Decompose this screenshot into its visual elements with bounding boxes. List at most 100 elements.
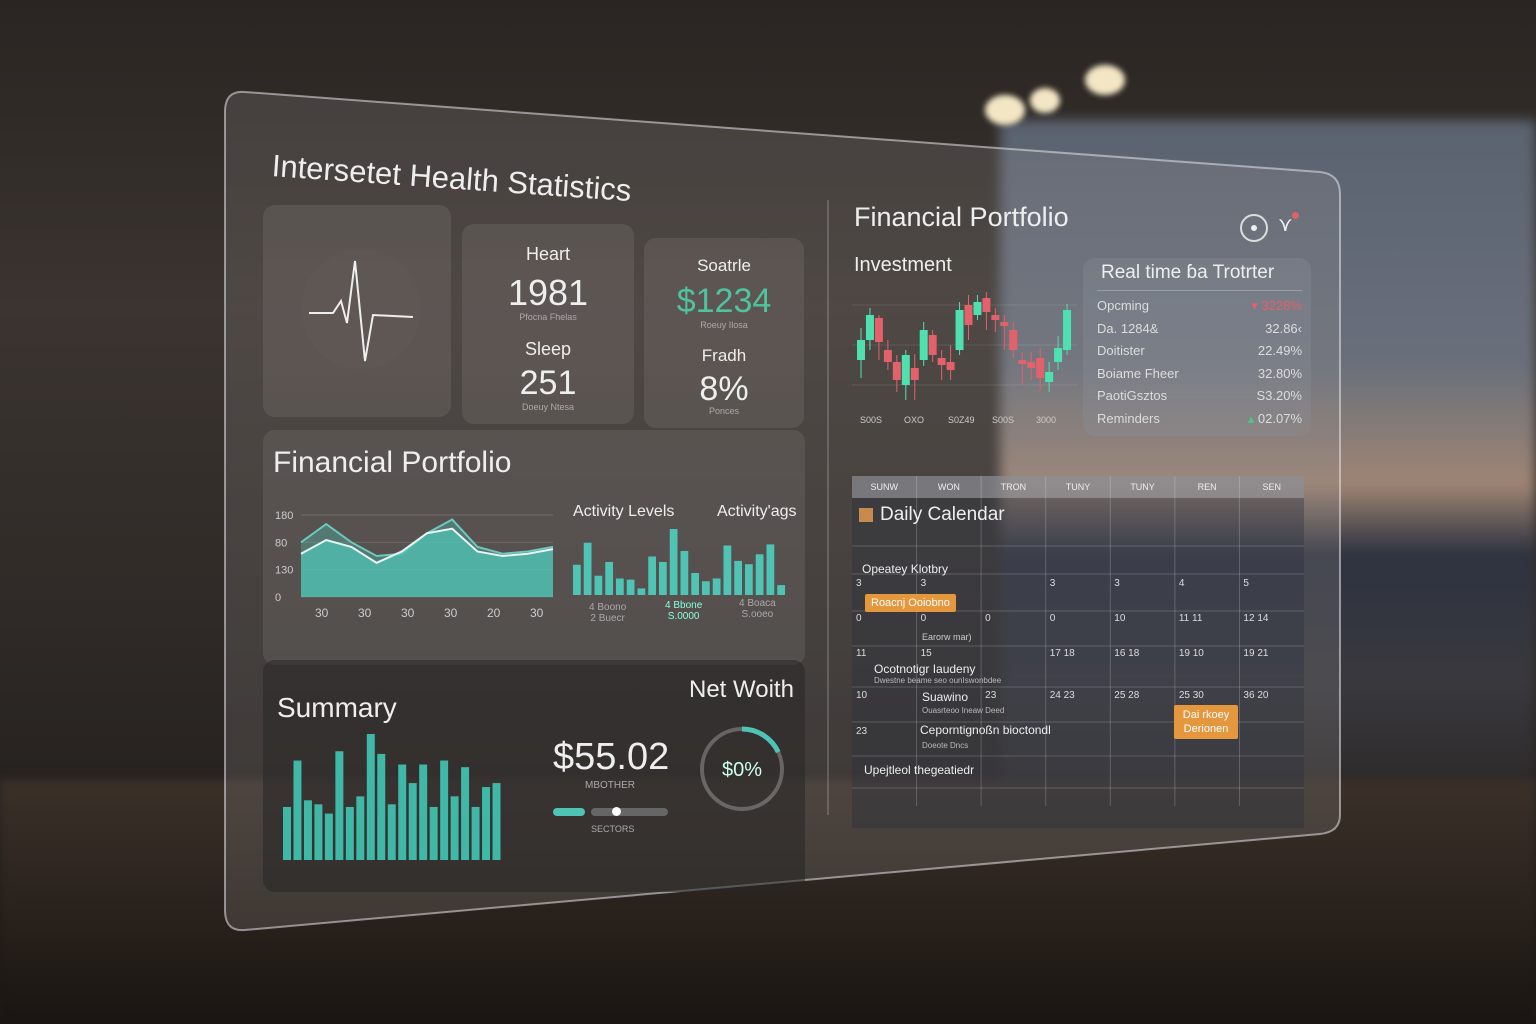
portfolio-right-title: Financial Portfolio (854, 202, 1069, 232)
calendar-day-cell[interactable]: 0 (1049, 613, 1056, 624)
calendar-event[interactable]: Ocotnotigr Iaudeny (874, 662, 976, 676)
tracker-row[interactable]: Doitister 22.49% (1097, 343, 1302, 363)
calendar-day-cell[interactable]: 5 (1243, 578, 1249, 589)
ceiling-light (985, 95, 1025, 125)
stat-value: 8% (699, 370, 749, 408)
bar (723, 545, 732, 595)
calendar-event[interactable]: Ceporntignoßn bioctondl (920, 723, 1051, 737)
calendar-event[interactable]: Ouasrteoo Ineaw Deed (922, 706, 1005, 715)
tracker-value: S3.20% (1256, 388, 1302, 403)
bar (408, 783, 417, 860)
calendar-day-cell[interactable]: 25 28 (1114, 690, 1140, 701)
calendar-day-cell[interactable]: 10 (856, 690, 868, 701)
tracker-name: Opcming (1097, 298, 1150, 313)
candle (946, 362, 955, 370)
summary-bar-chart (283, 734, 501, 860)
candle (883, 350, 892, 362)
x-tick-label: 3000 (1036, 415, 1056, 425)
tracker-row[interactable]: Opcming ▾ 3228% (1097, 298, 1302, 318)
bar (283, 806, 291, 860)
calendar-day-cell[interactable]: 0 (985, 613, 991, 624)
tracker-row[interactable]: Boiame Fheer 32.80% (1097, 366, 1302, 386)
calendar-day-cell[interactable]: 3 (1049, 578, 1056, 589)
tracker-value: 02.07% (1257, 410, 1302, 426)
candle (1054, 348, 1063, 362)
calendar-event[interactable]: Dwestne beame seo ounIswonbdee (874, 676, 1002, 685)
calendar-grid (852, 476, 1304, 806)
bar (461, 767, 470, 860)
calendar-event-badge[interactable]: Dai rkoey Derionen (1174, 705, 1238, 739)
candle (857, 340, 865, 360)
area-series (301, 528, 553, 597)
bar (324, 813, 333, 860)
candle (955, 310, 964, 350)
calendar-day-cell[interactable]: 0 (920, 613, 927, 624)
calendar-day-cell[interactable]: 23 (856, 726, 868, 737)
bar (702, 581, 710, 595)
sectors-slider[interactable] (553, 807, 668, 816)
stat-label: Fradh (701, 346, 747, 365)
x-tick-label: 30 (530, 606, 544, 620)
calendar-event-badge[interactable]: Roacnj Ooiobno (865, 594, 956, 612)
calendar-event[interactable]: Doeote Dncs (922, 741, 969, 750)
calendar-day-cell[interactable]: 15 (920, 648, 932, 659)
y-tick-label: 180 (275, 510, 293, 522)
bar (419, 764, 428, 860)
candle (928, 335, 937, 355)
bar (669, 529, 678, 595)
calendar-day-cell[interactable]: 10 (1114, 613, 1126, 624)
bar (377, 753, 386, 860)
bar (366, 734, 375, 860)
calendar-event[interactable]: Earorw mar) (922, 632, 972, 642)
tracker-name: Boiame Fheer (1097, 365, 1179, 381)
bar (691, 573, 699, 595)
calendar-day-cell[interactable]: 12 14 (1243, 613, 1269, 624)
calendar-day-cell[interactable]: 17 18 (1049, 648, 1075, 659)
calendar-day-cell[interactable]: 19 21 (1243, 648, 1269, 659)
calendar-day-cell[interactable]: 11 11 (1178, 613, 1203, 624)
record-button[interactable] (1240, 214, 1268, 242)
bar (471, 806, 480, 860)
candle (991, 315, 1000, 320)
calendar-day-cell[interactable]: 16 18 (1114, 648, 1140, 659)
portfolio-title: Financial Portfolio (273, 446, 512, 479)
stat-label: Sleep (524, 339, 572, 359)
tracker-row[interactable]: PaotiGsztos S3.20% (1097, 388, 1302, 408)
up-arrow-icon: ▴ (1247, 410, 1258, 426)
heart-rate-card (263, 205, 451, 417)
tracker-value: 32.80% (1257, 365, 1302, 381)
calendar-day-cell[interactable]: 24 23 (1049, 690, 1075, 701)
calendar-event[interactable]: Opeatey Klotbry (862, 562, 949, 576)
y-tick-label: 130 (275, 565, 293, 577)
candle (910, 368, 919, 380)
filter-icon[interactable]: ⋎ (1278, 212, 1299, 237)
calendar-event[interactable]: Suawino (922, 690, 969, 704)
tracker-row[interactable]: Reminders ▴ 02.07% (1097, 411, 1302, 431)
calendar-day-cell[interactable]: 36 20 (1243, 690, 1269, 701)
bar (314, 804, 323, 860)
candle (865, 315, 874, 340)
candle (1000, 322, 1009, 326)
calendar-day-cell[interactable]: 3 (920, 578, 927, 589)
calendar-day-cell[interactable]: 23 (985, 690, 997, 701)
financial-portfolio-card: Financial Portfolio 180 80 130 0 30 30 30 30 20 3… (263, 430, 805, 665)
summary-title: Summary (277, 692, 397, 723)
bar (712, 578, 721, 595)
calendar-day-cell[interactable]: 19 10 (1178, 648, 1204, 659)
calendar-day-cell[interactable]: 3 (856, 578, 862, 589)
calendar-day-header: TUNY (1130, 482, 1155, 492)
bar (303, 800, 312, 860)
slider-handle[interactable] (612, 807, 622, 816)
calendar-event[interactable]: Upejtleol thegeatiedr (864, 763, 975, 777)
calendar-day-cell[interactable]: 4 (1178, 578, 1185, 589)
calendar-day-cell[interactable]: 3 (1114, 578, 1120, 589)
calendar-day-header: SEN (1262, 482, 1281, 492)
calendar-day-cell[interactable]: 11 (856, 648, 867, 659)
tracker-title: Real time ɓa Trotrter (1101, 262, 1275, 283)
stat-sub: Roeuy Ilosa (700, 320, 748, 330)
candle (1027, 362, 1036, 368)
calendar-day-cell[interactable]: 25 30 (1178, 690, 1204, 701)
stat-value: $1234 (676, 282, 772, 320)
calendar-day-cell[interactable]: 0 (856, 613, 862, 624)
tracker-row[interactable]: Da. 1284& 32.86‹ (1097, 321, 1302, 341)
